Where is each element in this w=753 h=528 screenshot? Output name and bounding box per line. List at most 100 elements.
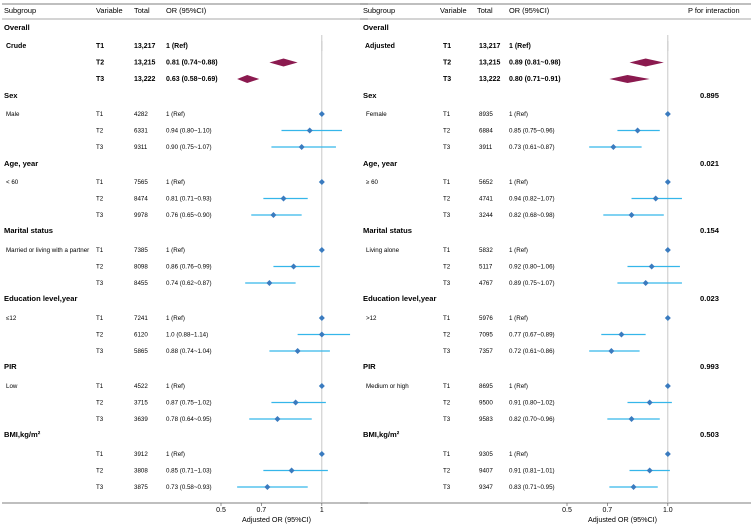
right-subgroup-label: ≥ 60 [366,179,379,186]
left-row-total: 8455 [134,280,148,287]
right-point-estimate [646,467,653,474]
right-p-interaction: 0.023 [700,294,719,303]
right-section-title: Education level,year [363,294,436,303]
right-row-total: 4741 [479,196,493,203]
left-row-or: 0.94 (0.80~1.10) [166,128,212,135]
right-row-or: 0.72 (0.61~0.86) [509,348,555,355]
left-row-or: 0.78 (0.64~0.95) [166,416,212,423]
left-point-estimate [318,451,325,457]
right-row-variable: T1 [443,383,451,390]
left-row-or: 1.0 (0.88~1.14) [166,332,208,339]
left-point-estimate [318,179,325,185]
right-row-total: 13,222 [479,76,501,83]
right-row-total: 13,217 [479,43,501,50]
left-row-total: 3875 [134,484,148,491]
left-row-or: 0.85 (0.71~1.03) [166,468,212,475]
right-point-estimate [664,179,671,185]
left-subgroup-label: ≤12 [6,315,17,322]
right-point-estimate [634,127,641,134]
left-header-variable: Variable [96,6,123,15]
right-header-or: OR (95%CI) [509,6,549,15]
right-section-title: Marital status [363,226,412,235]
right-header-total: Total [477,6,493,15]
right-row-or: 1 (Ref) [509,315,528,322]
left-section-title: PIR [4,362,17,371]
left-row-total: 8098 [134,264,148,271]
left-row-total: 9311 [134,144,148,151]
left-row-or: 1 (Ref) [166,179,185,186]
left-row-variable: T3 [96,212,104,219]
left-row-total: 3808 [134,468,148,475]
left-row-total: 7241 [134,315,148,322]
right-row-or: 1 (Ref) [509,247,528,254]
right-row-variable: T3 [443,280,451,287]
left-row-or: 1 (Ref) [166,247,185,254]
right-point-estimate [648,263,655,270]
right-row-or: 1 (Ref) [509,451,528,458]
left-row-variable: T2 [96,400,104,407]
right-header-p: P for interaction [688,6,740,15]
right-row-variable: T3 [443,484,451,491]
right-row-variable: T2 [443,332,451,339]
left-point-estimate [318,315,325,321]
right-x-axis-label: Adjusted OR (95%CI) [588,515,657,524]
right-row-total: 5652 [479,179,493,186]
right-row-total: 5832 [479,247,493,254]
left-row-total: 13,217 [134,43,156,50]
left-point-estimate [290,263,297,270]
left-row-total: 3639 [134,416,148,423]
right-row-variable: T3 [443,144,451,151]
left-section-title: Marital status [4,226,53,235]
left-row-or: 0.74 (0.62~0.87) [166,280,212,287]
right-row-or: 0.94 (0.82~1.07) [509,196,555,203]
left-point-estimate [318,247,325,253]
left-section-title: Age, year [4,159,38,168]
right-row-or: 0.83 (0.71~0.95) [509,484,555,491]
left-subgroup-label: Crude [6,43,26,50]
right-point-estimate [664,315,671,321]
right-row-variable: T2 [443,128,451,135]
left-row-or: 1 (Ref) [166,451,185,458]
right-row-variable: T3 [443,416,451,423]
left-row-variable: T2 [96,468,104,475]
left-tick-label: 0.5 [216,507,226,514]
right-row-total: 3911 [479,144,493,151]
left-row-variable: T3 [96,280,104,287]
right-row-variable: T2 [443,264,451,271]
left-row-total: 7565 [134,179,148,186]
right-p-interaction: 0.993 [700,362,719,371]
left-section-title: Sex [4,91,18,100]
right-section-title: BMI,kg/m² [363,430,400,439]
right-p-interaction: 0.895 [700,91,720,100]
right-row-variable: T1 [443,247,451,254]
right-row-total: 8935 [479,111,493,118]
right-summary-diamond [609,75,650,83]
left-row-variable: T3 [96,144,104,151]
right-row-or: 0.91 (0.80~1.02) [509,400,555,407]
right-point-estimate [608,348,615,354]
right-tick-label: 1.0 [663,507,673,514]
left-section-title: BMI,kg/m² [4,430,41,439]
left-point-estimate [266,280,273,286]
left-header-or: OR (95%CI) [166,6,206,15]
left-row-or: 1 (Ref) [166,383,185,390]
left-row-total: 4282 [134,111,148,118]
left-row-variable: T2 [96,332,104,339]
left-point-estimate [270,212,277,218]
left-section-title: Overall [4,23,30,32]
left-row-or: 0.76 (0.65~0.90) [166,212,212,219]
left-row-variable: T3 [96,416,104,423]
right-point-estimate [646,399,653,406]
left-row-variable: T1 [96,247,104,254]
left-row-total: 3715 [134,400,148,407]
right-row-or: 1 (Ref) [509,43,531,50]
left-subgroup-label: Low [6,383,18,390]
left-row-variable: T2 [96,196,104,203]
right-row-variable: T2 [443,60,451,67]
left-point-estimate [294,348,301,354]
right-point-estimate [652,195,659,202]
right-point-estimate [618,331,625,338]
left-row-variable: T2 [96,60,104,67]
right-row-or: 0.89 (0.81~0.98) [509,60,561,67]
